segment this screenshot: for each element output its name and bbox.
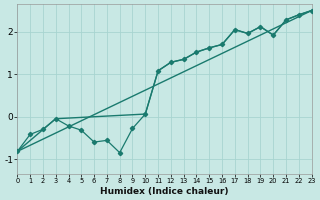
X-axis label: Humidex (Indice chaleur): Humidex (Indice chaleur)	[100, 187, 229, 196]
